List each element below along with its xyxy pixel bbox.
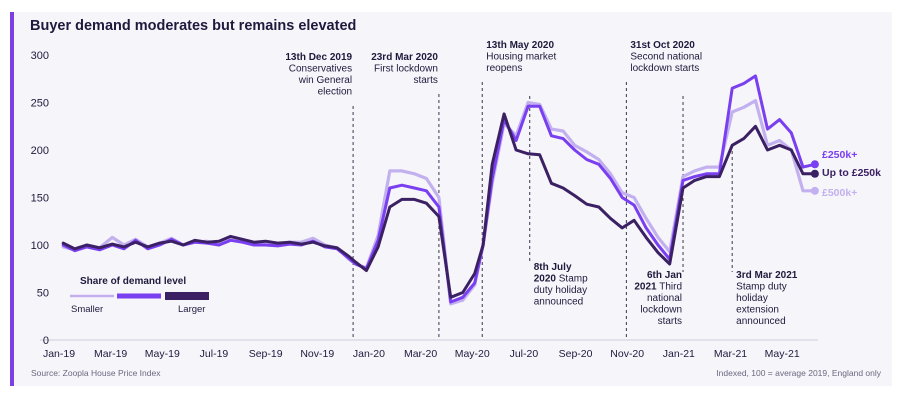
x-tick-label: Mar-21 [714, 348, 747, 360]
event-label-line: duty holiday [534, 285, 587, 296]
event-label-line: Conservatives [289, 64, 352, 75]
y-tick-label: 50 [37, 288, 49, 300]
event-label-line: holiday [736, 293, 768, 304]
x-tick-label: Nov-20 [610, 348, 644, 360]
event-label-line: 8th July [534, 262, 572, 273]
event-label-line: reopens [486, 63, 522, 74]
event-label-line: national [647, 293, 682, 304]
y-tick-label: 300 [31, 50, 49, 62]
y-tick-label: 200 [31, 145, 49, 157]
accent-bar [10, 12, 14, 386]
event-label-line: Stamp duty [736, 282, 787, 293]
event-label-line: Housing market [486, 52, 556, 63]
series-end-marker [810, 160, 819, 169]
x-tick-label: Nov-19 [300, 348, 334, 360]
event-label-line: lockdown [640, 305, 682, 316]
series-end-label: Up to £250k [822, 167, 881, 179]
event-label-line: 31st Oct 2020 [630, 40, 695, 51]
chart-panel [14, 12, 892, 386]
event-label-line: lockdown starts [630, 63, 699, 74]
event-label-line: 2021 Third [634, 282, 682, 293]
event-label-line: starts [413, 75, 437, 86]
x-tick-label: May-19 [145, 348, 180, 360]
x-tick-label: Jan-19 [43, 348, 75, 360]
x-tick-label: Sep-20 [559, 348, 593, 360]
x-tick-label: Mar-20 [404, 348, 437, 360]
x-tick-label: Jul-19 [200, 348, 229, 360]
x-tick-label: Sep-19 [249, 348, 283, 360]
y-tick-label: 0 [43, 335, 49, 347]
x-tick-label: Jul-20 [510, 348, 539, 360]
x-tick-label: Mar-19 [94, 348, 127, 360]
event-label-line: 23rd Mar 2020 [371, 52, 438, 63]
series-end-label: £250k+ [822, 149, 857, 161]
series-line-up-to-250k [61, 112, 817, 299]
event-label-line: First lockdown [374, 64, 438, 75]
event-label-line: extension [736, 305, 779, 316]
source-note: Source: Zoopla House Price Index [31, 368, 161, 378]
legend: Share of demand level Smaller Larger [70, 276, 209, 315]
legend-smaller-label: Smaller [71, 304, 103, 315]
legend-larger-label: Larger [178, 304, 205, 315]
chart-title: Buyer demand moderates but remains eleva… [30, 18, 357, 34]
index-note: Indexed, 100 = average 2019, England onl… [716, 368, 881, 378]
event-label-line: announced [534, 297, 584, 308]
event-label-line: 13th Dec 2019 [285, 52, 352, 63]
x-tick-label: Jan-20 [353, 348, 385, 360]
series-end-marker [810, 169, 819, 178]
event-label-line: 13th May 2020 [486, 40, 554, 51]
event-label-line: starts [658, 316, 682, 327]
series-end-marker [810, 186, 819, 195]
legend-title: Share of demand level [80, 276, 186, 287]
series-end-label: £500k+ [822, 187, 857, 199]
event-label-line: win General [298, 75, 352, 86]
event-label-line: 6th Jan [647, 270, 682, 281]
event-label-line: 3rd Mar 2021 [736, 270, 798, 281]
x-tick-label: May-20 [455, 348, 490, 360]
event-label-line: announced [736, 316, 786, 327]
event-label-line: 2020 Stamp [534, 274, 588, 285]
y-tick-label: 150 [31, 193, 49, 205]
y-tick-label: 100 [31, 240, 49, 252]
x-tick-label: May-21 [765, 348, 800, 360]
x-tick-label: Jan-21 [663, 348, 695, 360]
event-label-line: election [318, 87, 352, 98]
event-label-line: Second national [630, 52, 702, 63]
y-tick-label: 250 [31, 98, 49, 110]
